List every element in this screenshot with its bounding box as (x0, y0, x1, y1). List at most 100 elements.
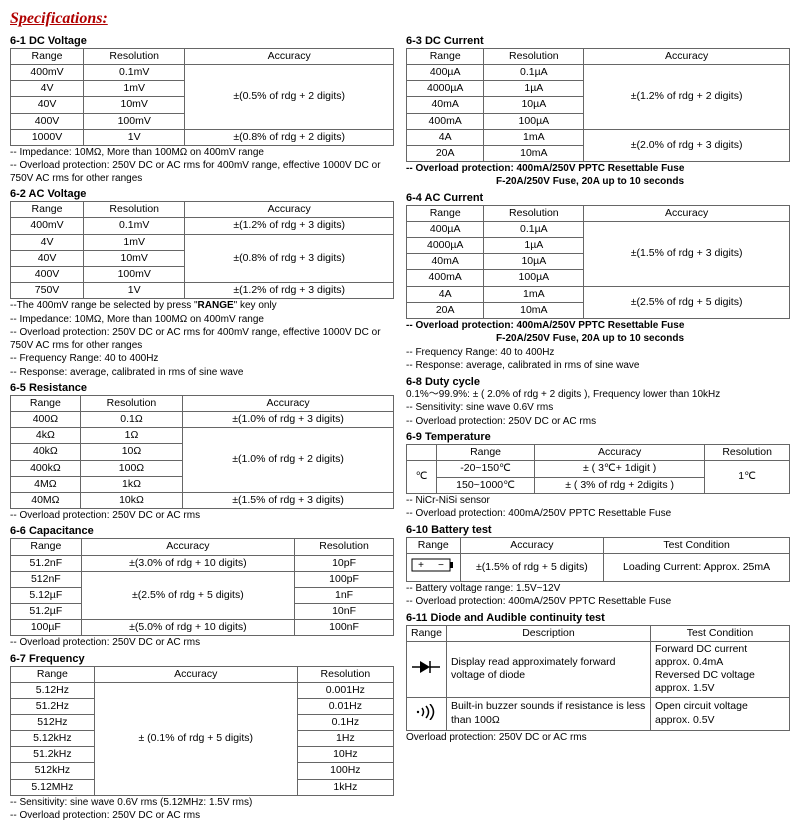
note: -- Overload protection: 400mA/250V PPTC … (406, 320, 790, 333)
note: F-20A/250V Fuse, 20A up to 10 seconds (406, 333, 790, 346)
cell: 100mV (84, 113, 185, 129)
cell: 400V (11, 266, 84, 282)
col-range: Range (11, 49, 84, 65)
cell: 51.2Hz (11, 698, 95, 714)
cell: 4MΩ (11, 476, 81, 492)
cell: ±(1.5% of rdg + 5 digits) (460, 553, 604, 581)
note: -- Response: average, calibrated in rms … (406, 360, 790, 373)
cell: 400V (11, 113, 84, 129)
col-resolution: Resolution (297, 666, 393, 682)
cell: 1℃ (705, 461, 790, 493)
page-title: Specifications: (10, 10, 790, 28)
note: 0.1%～99.9%: ± ( 2.0% of rdg + 2 digits )… (406, 389, 790, 402)
cell: 1nF (295, 587, 394, 603)
section-header: 6-8 Duty cycle (406, 376, 790, 388)
cell: 512Hz (11, 715, 95, 731)
cell: 1Ω (80, 428, 182, 444)
dc-voltage-table: RangeResolutionAccuracy 400mV0.1mV±(0.5%… (10, 48, 394, 146)
col-accuracy: Accuracy (535, 445, 705, 461)
note: -- Overload protection: 250V DC or AC rm… (10, 160, 394, 185)
cell: Built-in buzzer sounds if resistance is … (446, 697, 650, 730)
cell: 1mA (484, 129, 584, 145)
section-header: 6-10 Battery test (406, 524, 790, 536)
note: -- Overload protection: 250V DC or AC rm… (10, 637, 394, 650)
cell: 400mA (407, 270, 484, 286)
col-resolution: Resolution (295, 539, 394, 555)
svg-text:−: − (438, 561, 444, 572)
cell: 5.12Hz (11, 682, 95, 698)
col-range: Range (407, 537, 461, 553)
cell: 1mV (84, 81, 185, 97)
cell: ±(3.0% of rdg + 10 digits) (81, 555, 294, 571)
cell: 10kΩ (80, 492, 182, 508)
cell: 100nF (295, 620, 394, 636)
ac-voltage-table: RangeResolutionAccuracy 400mV0.1mV±(1.2%… (10, 201, 394, 299)
cell: 512kHz (11, 763, 95, 779)
col-accuracy: Accuracy (185, 202, 394, 218)
col-range: Range (11, 539, 82, 555)
col-accuracy: Accuracy (183, 396, 394, 412)
col-accuracy: Accuracy (185, 49, 394, 65)
cell: 400µA (407, 222, 484, 238)
note: -- Battery voltage range: 1.5V~12V (406, 583, 790, 596)
note: -- Sensitivity: sine wave 0.6V rms (406, 402, 790, 415)
cell: ±(1.5% of rdg + 3 digits) (584, 222, 790, 287)
note: Overload protection: 250V DC or AC rms (406, 732, 790, 745)
temperature-table: RangeAccuracyResolution ℃-20~150℃± ( 3℃+… (406, 444, 790, 493)
diode-icon (407, 642, 447, 698)
cell: Forward DC current approx. 0.4mA Reverse… (651, 642, 790, 698)
col-range: Range (11, 666, 95, 682)
columns: 6-1 DC Voltage RangeResolutionAccuracy 4… (10, 32, 790, 824)
cell: ±(2.0% of rdg + 3 digits) (584, 129, 790, 161)
cell: ± ( 3℃+ 1digit ) (535, 461, 705, 477)
cell: 4000µA (407, 238, 484, 254)
col-range: Range (11, 396, 81, 412)
col-accuracy: Accuracy (81, 539, 294, 555)
cell: 10mV (84, 250, 185, 266)
note: --The 400mV range be selected by press "… (10, 300, 394, 313)
note: -- Overload protection: 250V DC or AC rm… (406, 416, 790, 429)
frequency-table: RangeAccuracyResolution 5.12Hz± (0.1% of… (10, 666, 394, 796)
col-resolution: Resolution (84, 49, 185, 65)
cell: 1kHz (297, 779, 393, 795)
col-resolution: Resolution (705, 445, 790, 461)
col-range: Range (407, 49, 484, 65)
note: -- Overload protection: 400mA/250V PPTC … (406, 596, 790, 609)
col-cond: Test Condition (651, 625, 790, 641)
cell: ± ( 3% of rdg + 2digits ) (535, 477, 705, 493)
cell: 100µF (11, 620, 82, 636)
section-header: 6-7 Frequency (10, 653, 394, 665)
col-range: Range (437, 445, 535, 461)
cell: 100Ω (80, 460, 182, 476)
col-resolution: Resolution (484, 205, 584, 221)
cell: 40MΩ (11, 492, 81, 508)
cell: ±(5.0% of rdg + 10 digits) (81, 620, 294, 636)
cell: 51.2kHz (11, 747, 95, 763)
note: -- Impedance: 10MΩ, More than 100MΩ on 4… (10, 147, 394, 160)
cell: 4kΩ (11, 428, 81, 444)
cell: 4V (11, 234, 84, 250)
cell: 1kΩ (80, 476, 182, 492)
note-bold: -- Overload protection: 400mA/250V PPTC … (406, 163, 684, 174)
cell: 20A (407, 145, 484, 161)
section-header: 6-3 DC Current (406, 35, 790, 47)
cell: 0.001Hz (297, 682, 393, 698)
cell: 512nF (11, 571, 82, 587)
cell: 400kΩ (11, 460, 81, 476)
cell: 1V (84, 129, 185, 145)
dc-current-table: RangeResolutionAccuracy 400µA0.1µA±(1.2%… (406, 48, 790, 162)
section-header: 6-5 Resistance (10, 382, 394, 394)
cell: 1mA (484, 286, 584, 302)
cell: Open circuit voltage approx. 0.5V (651, 697, 790, 730)
cell: ±(1.5% of rdg + 3 digits) (183, 492, 394, 508)
battery-icon: +− (407, 553, 461, 581)
cell: 400mV (11, 65, 84, 81)
cell: 0.1mV (84, 218, 185, 234)
note-bold: F-20A/250V Fuse, 20A up to 10 seconds (496, 176, 684, 187)
cell: 1mV (84, 234, 185, 250)
col-accuracy: Accuracy (460, 537, 604, 553)
note: -- Response: average, calibrated in rms … (10, 367, 394, 380)
note-bold: RANGE (198, 300, 234, 311)
col-resolution: Resolution (84, 202, 185, 218)
cell: 1V (84, 282, 185, 298)
